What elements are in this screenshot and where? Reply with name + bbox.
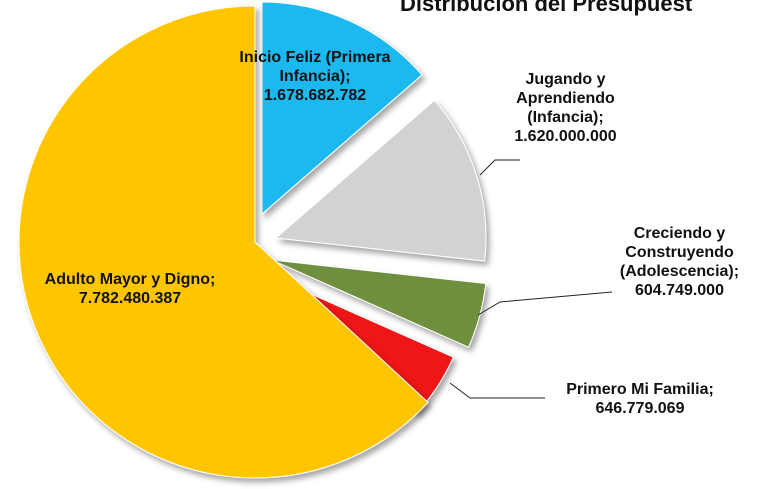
- category-label: Primero Mi Familia;: [566, 381, 714, 398]
- value-label: 1.678.682.782: [263, 87, 367, 104]
- data-label: Primero Mi Familia; 646.779.069: [530, 380, 750, 418]
- data-label: Creciendo y Construyendo (Adolescencia);…: [592, 224, 767, 300]
- value-label: 646.779.069: [595, 400, 685, 417]
- value-label: 604.749.000: [635, 282, 724, 299]
- data-label: Jugando y Aprendiendo (Infancia); 1.620.0…: [478, 70, 653, 146]
- category-label: Jugando y Aprendiendo (Infancia);: [516, 71, 615, 126]
- data-label: Adulto Mayor y Digno; 7.782.480.387: [25, 270, 235, 308]
- pie-slice: [261, 1, 423, 216]
- category-label: Creciendo y Construyendo (Adolescencia);: [619, 225, 740, 280]
- category-label: Adulto Mayor y Digno;: [44, 271, 216, 288]
- data-label: Inicio Feliz (Primera Infancia); 1.678.68…: [205, 48, 425, 105]
- pie-slice: [271, 259, 487, 348]
- pie-slice: [18, 5, 429, 479]
- leader-line: [477, 291, 613, 316]
- category-label: Inicio Feliz (Primera Infancia);: [239, 49, 391, 85]
- value-label: 1.620.000.000: [514, 128, 617, 145]
- pie-slice: [274, 99, 487, 262]
- value-label: 7.782.480.387: [78, 290, 182, 307]
- leader-line: [479, 159, 520, 176]
- chart-title: Distribución del Presupuest: [400, 0, 693, 16]
- leader-line: [449, 382, 545, 399]
